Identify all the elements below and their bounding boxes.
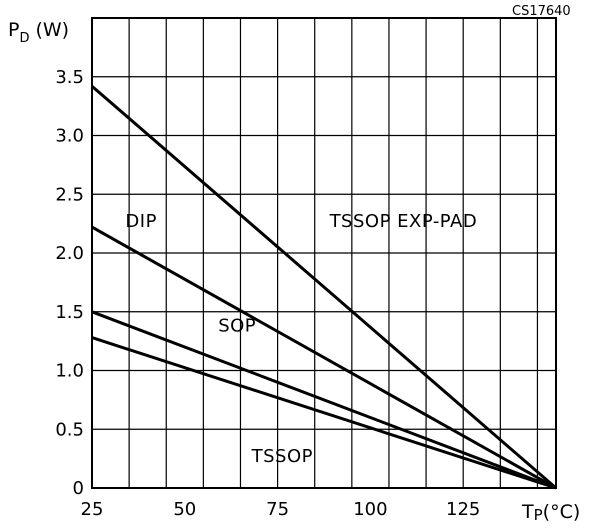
x-tick-label: 50 — [173, 499, 196, 520]
y-tick-label: 3.0 — [55, 126, 84, 147]
series-labels: TSSOP EXP-PAD DIP SOP TSSOP — [125, 211, 478, 467]
x-axis-label: TP(°C) — [521, 501, 580, 524]
x-tick-label: 100 — [353, 499, 387, 520]
plot-frame — [91, 17, 557, 489]
series-line-tssop-exp-pad — [91, 85, 557, 490]
y-axis-label-sub: D — [19, 31, 29, 46]
y-axis-label: PD (W) — [8, 19, 69, 46]
y-axis-label-unit: (W) — [35, 19, 69, 41]
grid — [92, 18, 556, 488]
x-axis-label-sub: P — [534, 506, 543, 524]
y-tick-label: 2.5 — [55, 184, 84, 205]
x-tick-label: 25 — [81, 499, 104, 520]
x-tick-label: 75 — [266, 499, 289, 520]
x-tick-label: 125 — [446, 499, 480, 520]
y-tick-label: 1.5 — [55, 302, 84, 323]
y-tick-label: 2.0 — [55, 243, 84, 264]
x-axis-label-main: T — [521, 501, 534, 523]
series-label-dip: DIP — [125, 211, 157, 232]
y-tick-label: 0 — [73, 478, 84, 499]
tick-labels: 0 0.5 1.0 1.5 2.0 2.5 3.0 3.5 25 50 75 100 125 — [55, 67, 480, 520]
series-line-tssop — [91, 336, 557, 490]
series-label-sop: SOP — [218, 316, 256, 337]
y-axis-label-main: P — [8, 19, 19, 41]
series-label-tssop: TSSOP — [251, 446, 313, 467]
series-lines — [91, 85, 557, 490]
x-axis-label-unit: (°C) — [543, 501, 581, 523]
y-tick-label: 1.0 — [55, 361, 84, 382]
y-tick-label: 0.5 — [55, 419, 84, 440]
series-label-tssop-exp-pad: TSSOP EXP-PAD — [329, 211, 478, 232]
chart-ref-code: CS17640 — [512, 4, 571, 19]
series-line-dip — [91, 225, 557, 490]
y-tick-label: 3.5 — [55, 67, 84, 88]
series-line-sop — [91, 310, 557, 490]
